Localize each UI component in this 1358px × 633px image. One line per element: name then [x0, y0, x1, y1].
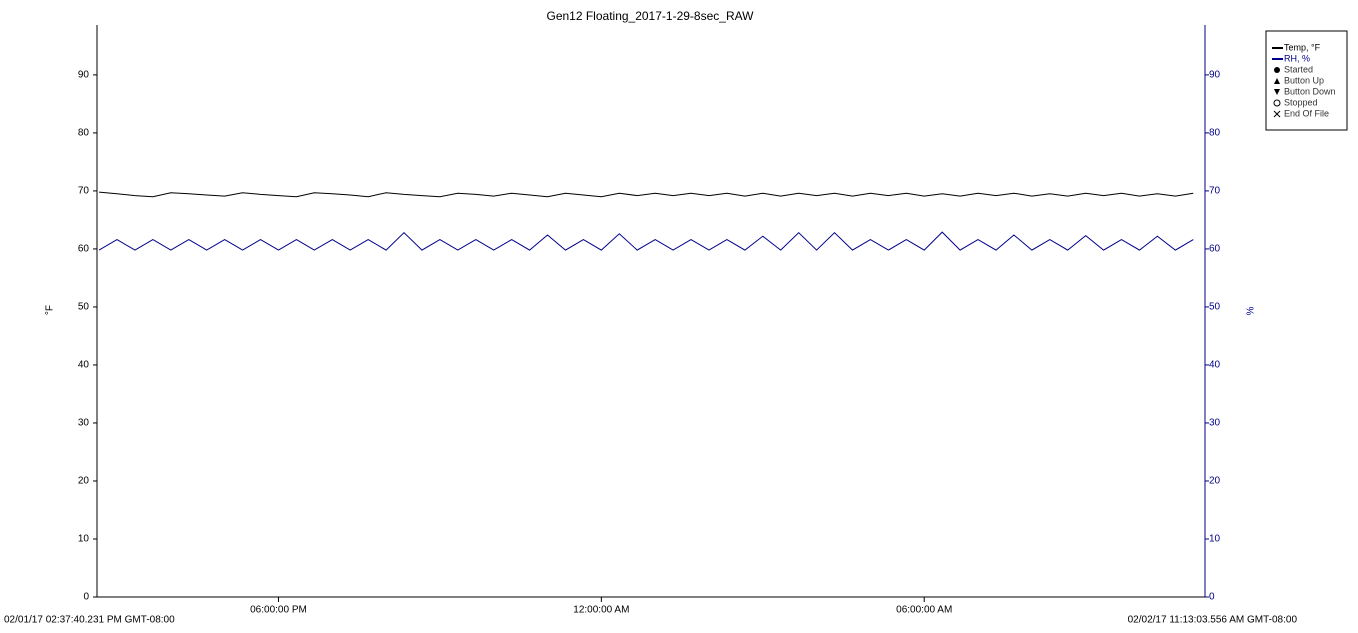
- y-tick-label: 20: [78, 476, 90, 487]
- legend-symbol: [1274, 78, 1280, 84]
- y-tick-label: 90: [78, 70, 90, 81]
- series-line: [98, 231, 1194, 251]
- y2-tick-label: 0: [1209, 592, 1215, 603]
- y-tick-label: 10: [78, 534, 90, 545]
- y-tick-label: 70: [78, 186, 90, 197]
- y-axis-label: °F: [45, 305, 56, 315]
- legend-label: RH, %: [1284, 53, 1310, 63]
- y2-tick-label: 30: [1209, 418, 1221, 429]
- y2-tick-label: 10: [1209, 534, 1221, 545]
- y2-tick-label: 50: [1209, 302, 1221, 313]
- y-tick-label: 0: [83, 592, 89, 603]
- y2-tick-label: 70: [1209, 186, 1221, 197]
- x-start-label: 02/01/17 02:37:40.231 PM GMT-08:00: [4, 615, 175, 626]
- legend-label: Button Down: [1284, 86, 1336, 96]
- y2-tick-label: 80: [1209, 128, 1221, 139]
- y-tick-label: 80: [78, 128, 90, 139]
- y-tick-label: 30: [78, 418, 90, 429]
- y-tick-label: 60: [78, 244, 90, 255]
- legend-label: Button Up: [1284, 75, 1324, 85]
- y-tick-label: 50: [78, 302, 90, 313]
- x-end-label: 02/02/17 11:13:03.556 AM GMT-08:00: [1128, 615, 1298, 626]
- y2-tick-label: 90: [1209, 70, 1221, 81]
- series-line: [99, 191, 1194, 198]
- y2-tick-label: 20: [1209, 476, 1221, 487]
- x-tick-label: 12:00:00 AM: [573, 605, 629, 616]
- legend-label: Stopped: [1284, 97, 1318, 107]
- legend-label: Started: [1284, 64, 1313, 74]
- x-tick-label: 06:00:00 AM: [896, 605, 952, 616]
- chart-title: Gen12 Floating_2017-1-29-8sec_RAW: [546, 9, 754, 23]
- x-tick-label: 06:00:00 PM: [250, 605, 307, 616]
- legend-label: Temp, °F: [1284, 42, 1321, 52]
- legend-symbol: [1273, 110, 1281, 118]
- y2-tick-label: 60: [1209, 244, 1221, 255]
- y2-axis-label: %: [1246, 306, 1257, 315]
- legend-label: End Of File: [1284, 108, 1329, 118]
- y2-tick-label: 40: [1209, 360, 1221, 371]
- legend-symbol: [1274, 89, 1280, 95]
- legend-symbol: [1274, 67, 1280, 73]
- y-tick-label: 40: [78, 360, 90, 371]
- legend-symbol: [1273, 99, 1281, 107]
